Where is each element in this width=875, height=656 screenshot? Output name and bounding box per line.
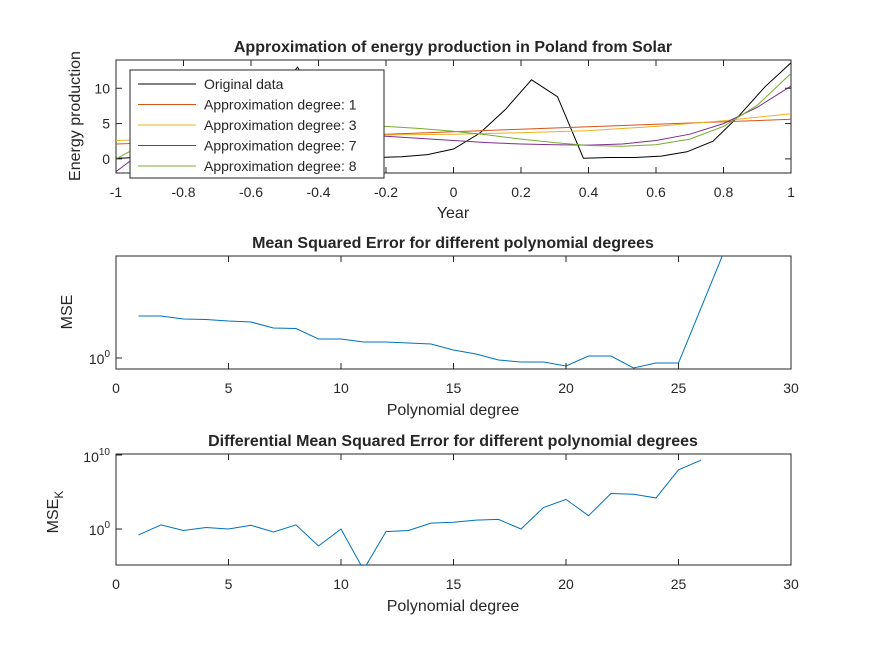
y-axis-label: Energy production bbox=[67, 51, 84, 181]
x-tick-label: 25 bbox=[671, 380, 687, 396]
y-axis-label: MSEK bbox=[45, 491, 66, 534]
x-tick-label: -0.6 bbox=[239, 184, 263, 200]
y-axis-label: MSE bbox=[59, 295, 76, 330]
series-line bbox=[138, 256, 723, 369]
y-tick-label: 0 bbox=[102, 151, 110, 167]
chart-title: Differential Mean Squared Error for diff… bbox=[208, 433, 698, 450]
x-ticks: 0 5 10 15 20 25 30 bbox=[112, 256, 799, 396]
x-tick-label: -0.8 bbox=[171, 184, 195, 200]
chart-title: Mean Squared Error for different polynom… bbox=[252, 235, 654, 252]
x-tick-label: 15 bbox=[446, 380, 462, 396]
y-tick-label: 100 bbox=[89, 520, 111, 538]
x-tick-label: 1 bbox=[787, 184, 795, 200]
y-tick: 100 bbox=[89, 520, 122, 538]
x-tick-label: -0.2 bbox=[374, 184, 398, 200]
x-tick-label: 0.2 bbox=[511, 184, 531, 200]
plot-area bbox=[138, 256, 723, 369]
x-tick-label: 0.6 bbox=[646, 184, 666, 200]
series-line bbox=[138, 459, 702, 565]
x-axis-label: Year bbox=[437, 205, 470, 222]
x-tick-label: 15 bbox=[446, 576, 462, 592]
x-tick-label: 0.8 bbox=[714, 184, 734, 200]
y-tick: 100 bbox=[89, 349, 122, 367]
y-tick: 1010 bbox=[83, 447, 122, 465]
x-tick-label: 0 bbox=[112, 380, 120, 396]
x-tick-label: 10 bbox=[333, 380, 349, 396]
axes-box bbox=[115, 255, 792, 370]
x-tick-label: 25 bbox=[671, 576, 687, 592]
legend-label: Original data bbox=[204, 76, 284, 92]
subplot-differential-mse: 0 5 10 15 20 25 30 1010 100 Differential Mean … bbox=[45, 433, 799, 615]
x-tick-label: -0.4 bbox=[306, 184, 330, 200]
legend-label: Approximation degree: 1 bbox=[204, 97, 357, 113]
x-tick-label: 0 bbox=[112, 576, 120, 592]
x-tick-label: 20 bbox=[558, 576, 574, 592]
x-tick-label: 20 bbox=[558, 380, 574, 396]
y-tick-label: 1010 bbox=[83, 447, 110, 465]
y-ticks: 0 5 10 bbox=[94, 80, 791, 167]
x-axis-label: Polynomial degree bbox=[387, 598, 520, 615]
x-tick-label: 0 bbox=[450, 184, 458, 200]
legend: Original data Approximation degree: 1 Appr… bbox=[129, 69, 385, 179]
legend-label: Approximation degree: 7 bbox=[204, 138, 357, 154]
x-axis-label: Polynomial degree bbox=[387, 402, 520, 419]
y-tick-label: 5 bbox=[102, 116, 110, 132]
x-tick-label: -1 bbox=[110, 184, 123, 200]
y-tick-label: 100 bbox=[89, 349, 111, 367]
plot-area bbox=[138, 459, 702, 565]
x-tick-label: 30 bbox=[783, 576, 799, 592]
x-ticks: -1 -0.8 -0.6 -0.4 -0.2 0 0.2 0.4 0.6 0.8 1 bbox=[110, 60, 795, 200]
chart-title: Approximation of energy production in Po… bbox=[234, 39, 672, 56]
x-tick-label: 30 bbox=[783, 380, 799, 396]
axes-box bbox=[115, 453, 792, 566]
subplot-solar-approximation: -1 -0.8 -0.6 -0.4 -0.2 0 0.2 0.4 0.6 0.8 1 0 5 10 Ap… bbox=[67, 39, 795, 222]
legend-label: Approximation degree: 3 bbox=[204, 117, 357, 133]
x-ticks: 0 5 10 15 20 25 30 bbox=[112, 454, 799, 592]
legend-label: Approximation degree: 8 bbox=[204, 158, 357, 174]
subplot-mse: 0 5 10 15 20 25 30 100 Mean Squared Error for … bbox=[59, 235, 799, 419]
x-tick-label: 10 bbox=[333, 576, 349, 592]
legend-box bbox=[129, 69, 385, 179]
x-tick-label: 0.4 bbox=[579, 184, 599, 200]
x-tick-label: 5 bbox=[225, 576, 233, 592]
y-tick-label: 10 bbox=[94, 80, 110, 96]
x-tick-label: 5 bbox=[225, 380, 233, 396]
